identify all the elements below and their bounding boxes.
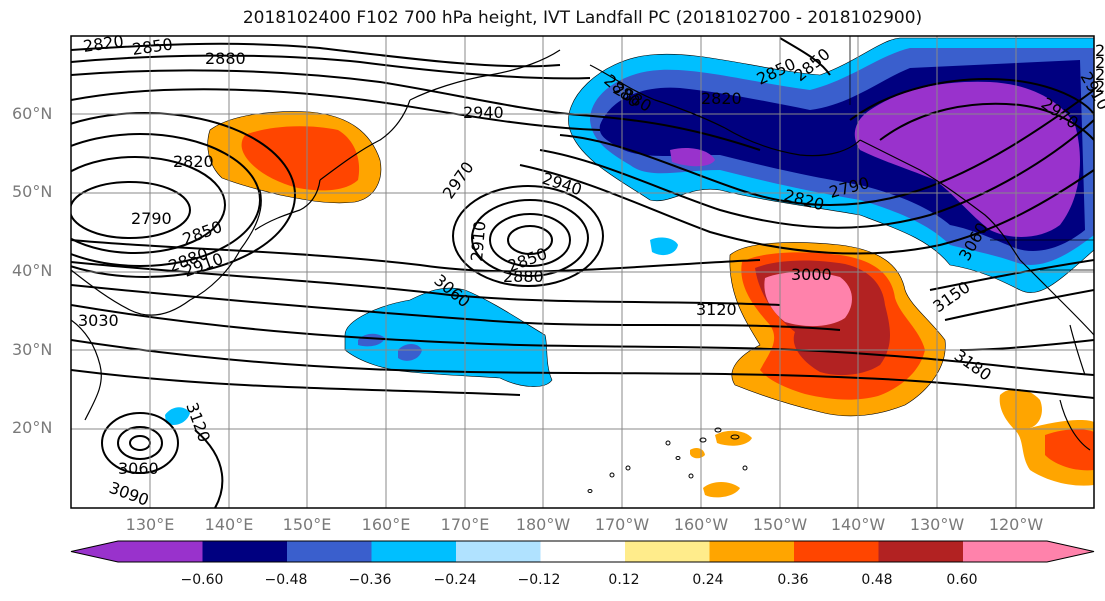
coastlines	[71, 49, 1094, 451]
colorbar-outline	[70, 540, 1095, 563]
contour-label: 3000	[791, 265, 832, 284]
height-contours	[71, 37, 1094, 508]
colorbar-tick: −0.24	[433, 572, 477, 588]
colorbar-tick: 0.60	[946, 572, 978, 588]
lat-label-60: 60°N	[12, 104, 53, 123]
colorbar-swatch	[540, 541, 625, 562]
anomaly-shading-small-purple	[670, 148, 715, 167]
anomaly-shading-subtropical-dark1	[358, 333, 385, 347]
colorbar-tick: 0.24	[692, 572, 724, 588]
anomaly-shading-blue-spot	[650, 237, 678, 256]
lon-label-170e: 170°E	[440, 515, 490, 534]
contour-label: 2850	[1095, 77, 1105, 96]
colorbar-swatch	[709, 541, 794, 562]
colorbar-tick: 0.36	[777, 572, 809, 588]
contour-label: 2790	[131, 209, 172, 228]
map-grid	[71, 36, 1094, 508]
borders	[849, 36, 1094, 271]
lon-label-160e: 160°E	[361, 515, 411, 534]
colorbar-swatch	[963, 541, 1094, 562]
contour-label: 2940	[463, 103, 504, 122]
lon-label-130e: 130°E	[125, 515, 175, 534]
colorbar-swatch	[202, 541, 287, 562]
colorbar-swatch	[371, 541, 456, 562]
colorbar-tick: −0.60	[180, 572, 224, 588]
lat-label-20: 20°N	[12, 418, 53, 437]
colorbar-tick: −0.48	[264, 572, 308, 588]
anomaly-shading-hawaii2	[703, 482, 740, 498]
lat-label-50: 50°N	[12, 182, 53, 201]
anomaly-shading-mexico-red	[1045, 429, 1094, 471]
lon-label-180w: 180°W	[515, 515, 571, 534]
anomaly-shading-subtropical	[344, 287, 553, 387]
lon-label-140w: 140°W	[830, 515, 886, 534]
colorbar-swatch	[71, 541, 203, 562]
colorbar-tick: −0.36	[348, 572, 392, 588]
lat-label-30: 30°N	[12, 340, 53, 359]
colorbar-swatch	[794, 541, 879, 562]
map-field	[71, 36, 1094, 508]
lon-label-150w: 150°W	[752, 515, 808, 534]
lon-label-140e: 140°E	[204, 515, 254, 534]
contour-label: 2820	[173, 152, 214, 171]
contour-label: 3120	[696, 300, 737, 319]
contour-label: 2820	[701, 89, 742, 108]
lon-label-120w: 120°W	[988, 515, 1044, 534]
lon-label-160w: 160°W	[673, 515, 729, 534]
colorbar-tick: 0.12	[608, 572, 640, 588]
contour-label: 2910	[467, 220, 489, 262]
lon-label-130w: 130°W	[909, 515, 965, 534]
anomaly-shading-subtropical-dark2	[398, 344, 422, 361]
colorbar-swatch	[878, 541, 963, 562]
contour-label: 3030	[78, 311, 119, 330]
colorbar-swatch	[287, 541, 372, 562]
contour-label: 2820	[1095, 53, 1105, 72]
anomaly-shading-ne-pacific-max	[764, 271, 852, 327]
lat-label-40: 40°N	[12, 261, 53, 280]
contour-label: 2880	[503, 267, 544, 286]
map-frame	[70, 35, 1095, 509]
colorbar-tick: −0.12	[517, 572, 561, 588]
anomaly-shading-japan-core	[241, 126, 360, 191]
colorbar-swatch	[456, 541, 541, 562]
lon-label-150e: 150°E	[282, 515, 332, 534]
lon-label-170w: 170°W	[594, 515, 650, 534]
colorbar-swatch	[625, 541, 710, 562]
islands	[587, 427, 748, 493]
contour-label: 2880	[205, 49, 246, 68]
map-title: 2018102400 F102 700 hPa height, IVT Land…	[242, 8, 923, 28]
anomaly-shading-small-blue	[165, 407, 190, 425]
colorbar	[70, 540, 1095, 563]
contour-label: 3060	[118, 459, 159, 478]
contour-label: 2790	[1095, 41, 1105, 60]
anomaly-shading-hawaii1	[715, 430, 752, 446]
colorbar-tick: 0.48	[861, 572, 893, 588]
contour-label: 2880	[1095, 65, 1105, 84]
